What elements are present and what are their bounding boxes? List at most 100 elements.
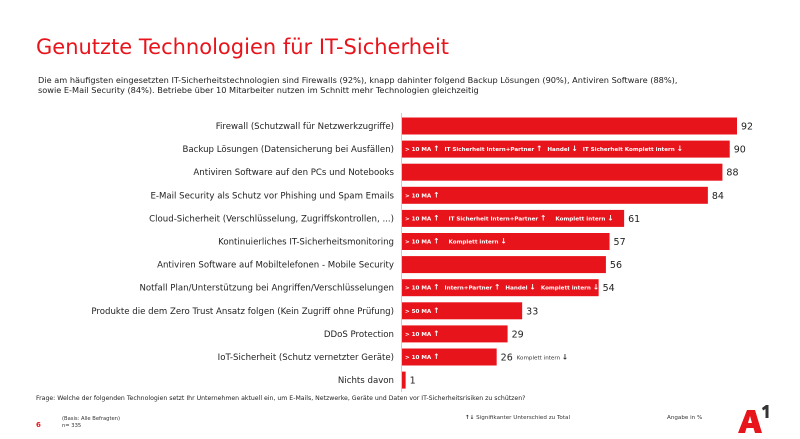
category-label: Firewall (Schutzwall für Netzwerkzugriff… [216, 122, 394, 132]
annotation-text: IT Sicherheit Intern+Partner [449, 216, 541, 222]
bar-row: Firewall (Schutzwall für Netzwerkzugriff… [216, 117, 753, 135]
arrow-down-icon: ↓ [562, 353, 568, 362]
arrow-down-icon: ↓ [530, 283, 536, 292]
bar-row: E-Mail Security als Schutz vor Phishing … [150, 186, 724, 204]
basis-text: (Basis: Alle Befragten) [62, 416, 120, 422]
value-label: 57 [614, 237, 626, 248]
annotation-text: Komplett intern [517, 356, 562, 362]
bar [402, 209, 625, 227]
bar [402, 302, 523, 320]
a1-logo-one-shape [762, 405, 769, 418]
arrow-up-icon: ↑ [433, 237, 439, 246]
bar [402, 279, 599, 297]
bar-row: Antiviren Software auf Mobiltelefonen - … [157, 256, 622, 274]
annotation-text: IT Sicherheit Komplett intern [583, 147, 677, 153]
arrow-down-icon: ↓ [593, 283, 599, 292]
bar-row: Cloud-Sicherheit (Verschlüsselung, Zugri… [149, 209, 640, 227]
significance-annotation: > 10 MA ↑ [405, 190, 440, 199]
annotation-text: Komplett intern [541, 286, 593, 292]
bar-row: DDoS Protection 29 > 10 MA ↑ [324, 325, 524, 343]
significance-annotation: > 10 MA ↑ IT Sicherheit Intern+Partner ↑ H… [405, 144, 683, 153]
bar [402, 325, 508, 343]
bar [402, 117, 737, 135]
page-subtitle: Die am häufigsten eingesetzten IT-Sicher… [38, 75, 788, 95]
annotation-text: > 10 MA [405, 240, 433, 246]
a1-logo-a-shape [738, 410, 762, 433]
value-label: 29 [512, 329, 524, 340]
arrow-up-icon: ↑ [433, 283, 439, 292]
arrow-up-icon: ↑ [433, 329, 439, 338]
annotation-text: Komplett intern [555, 216, 607, 222]
value-label: 61 [628, 214, 640, 225]
outside-annotation: Komplett intern ↓ [517, 353, 569, 362]
up-down-arrows-icon: ↑↓ [465, 415, 475, 421]
value-label: 90 [734, 145, 746, 156]
annotation-text: > 10 MA [405, 216, 433, 222]
significance-legend: ↑↓ Signifikanter Unterschied zu Total [465, 415, 570, 421]
annotation-text: > 10 MA [405, 355, 433, 361]
category-label: Nichts davon [338, 376, 394, 386]
annotation-text: IT Sicherheit Intern+Partner [445, 147, 537, 153]
category-label: Produkte die dem Zero Trust Ansatz folge… [91, 307, 394, 317]
arrow-up-icon: ↑ [494, 283, 500, 292]
category-label: IoT-Sicherheit (Schutz vernetzter Geräte… [218, 353, 394, 363]
significance-annotation: > 10 MA ↑ [405, 329, 440, 338]
arrow-up-icon: ↑ [540, 213, 546, 222]
annotation-text: > 10 MA [405, 193, 433, 199]
subtitle-line-2: sowie E-Mail Security (84%). Betriebe üb… [38, 85, 479, 95]
value-label: 92 [741, 122, 753, 133]
significance-annotation: > 10 MA ↑ Intern+Partner ↑ Handel ↓ Komplet… [405, 283, 599, 292]
bar [402, 371, 406, 389]
annotation-text: Komplett intern [449, 240, 501, 246]
category-label: Kontinuierliches IT-Sicherheitsmonitorin… [218, 238, 394, 248]
arrow-up-icon: ↑ [433, 306, 439, 315]
page-number: 6 [36, 421, 41, 429]
a1-logo [738, 405, 769, 433]
arrow-down-icon: ↓ [677, 144, 683, 153]
arrow-up-icon: ↑ [433, 144, 439, 153]
bar [402, 348, 497, 366]
arrow-down-icon: ↓ [607, 213, 613, 222]
category-label: Antiviren Software auf Mobiltelefonen - … [157, 261, 394, 271]
category-label: Antiviren Software auf den PCs und Noteb… [193, 168, 394, 178]
category-label: Backup Lösungen (Datensicherung bei Ausf… [182, 145, 394, 155]
value-label: 56 [610, 260, 622, 271]
sample-size: n= 335 [62, 423, 82, 429]
significance-annotation: > 10 MA ↑ Komplett intern ↓ [405, 237, 507, 246]
arrow-down-icon: ↓ [571, 144, 577, 153]
arrow-down-icon: ↓ [501, 237, 507, 246]
bar [402, 163, 723, 181]
significance-annotation: > 50 MA ↑ [405, 306, 440, 315]
category-label: Cloud-Sicherheit (Verschlüsselung, Zugri… [149, 214, 394, 224]
bar-row: Backup Lösungen (Datensicherung bei Ausf… [182, 140, 746, 158]
arrow-up-icon: ↑ [536, 144, 542, 153]
arrow-up-icon: ↑ [433, 352, 439, 361]
bar-row: Produkte die dem Zero Trust Ansatz folge… [91, 302, 538, 320]
page-title: Genutzte Technologien für IT-Sicherheit [36, 35, 450, 59]
bar-row: IoT-Sicherheit (Schutz vernetzter Geräte… [218, 348, 513, 366]
arrow-up-icon: ↑ [433, 190, 439, 199]
bar [402, 140, 730, 158]
annotation-text: Handel [505, 286, 529, 292]
annotation-text: > 50 MA [405, 309, 433, 315]
value-label: 54 [603, 283, 615, 294]
annotation-text: > 10 MA [405, 147, 433, 153]
bar-row: Kontinuierliches IT-Sicherheitsmonitorin… [218, 233, 626, 250]
value-label: 26 [501, 353, 513, 364]
category-label: DDoS Protection [324, 330, 394, 340]
value-label: 84 [712, 191, 724, 202]
bar-row: Nichts davon 1 [338, 371, 416, 389]
arrow-up-icon: ↑ [433, 213, 439, 222]
annotation-text: > 10 MA [405, 286, 433, 292]
annotation-text: > 10 MA [405, 332, 433, 338]
survey-question: Frage: Welche der folgenden Technologien… [36, 395, 526, 402]
value-label: 88 [726, 168, 738, 179]
sample-basis: (Basis: Alle Befragten) n= 335 [62, 416, 120, 430]
bar-row: Antiviren Software auf den PCs und Noteb… [193, 163, 739, 181]
value-label: 33 [526, 306, 538, 317]
legend-text: Signifikanter Unterschied zu Total [476, 415, 571, 421]
annotation-text: Intern+Partner [445, 286, 495, 292]
bar [402, 186, 708, 204]
bar [402, 233, 610, 250]
